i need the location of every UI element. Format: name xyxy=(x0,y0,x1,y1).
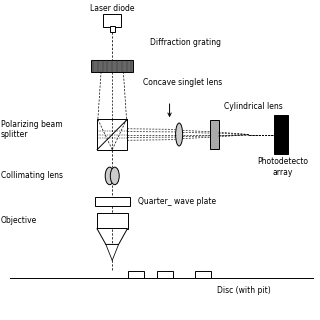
Bar xyxy=(110,26,115,32)
Bar xyxy=(103,14,121,27)
Bar xyxy=(274,115,288,154)
Bar xyxy=(92,60,133,72)
Text: Quarter_ wave plate: Quarter_ wave plate xyxy=(138,197,216,206)
Text: Collimating lens: Collimating lens xyxy=(1,172,63,180)
Text: Disc (with pit): Disc (with pit) xyxy=(217,286,271,295)
Bar xyxy=(210,120,219,149)
Text: Diffraction grating: Diffraction grating xyxy=(150,38,221,47)
Ellipse shape xyxy=(176,123,183,146)
Polygon shape xyxy=(97,228,127,244)
Bar xyxy=(97,212,127,228)
Text: Laser diode: Laser diode xyxy=(90,4,134,13)
Bar xyxy=(97,119,127,150)
Ellipse shape xyxy=(105,167,114,185)
Bar xyxy=(95,197,130,205)
Text: Photodetecto
array: Photodetecto array xyxy=(257,157,308,177)
Ellipse shape xyxy=(110,167,119,185)
Text: Cylindrical lens: Cylindrical lens xyxy=(224,102,283,111)
Bar xyxy=(128,271,144,278)
Bar xyxy=(157,271,173,278)
Text: Concave singlet lens: Concave singlet lens xyxy=(143,78,222,87)
Text: Polarizing beam
splitter: Polarizing beam splitter xyxy=(1,120,62,140)
Text: Objective: Objective xyxy=(1,216,37,225)
Bar xyxy=(195,271,211,278)
